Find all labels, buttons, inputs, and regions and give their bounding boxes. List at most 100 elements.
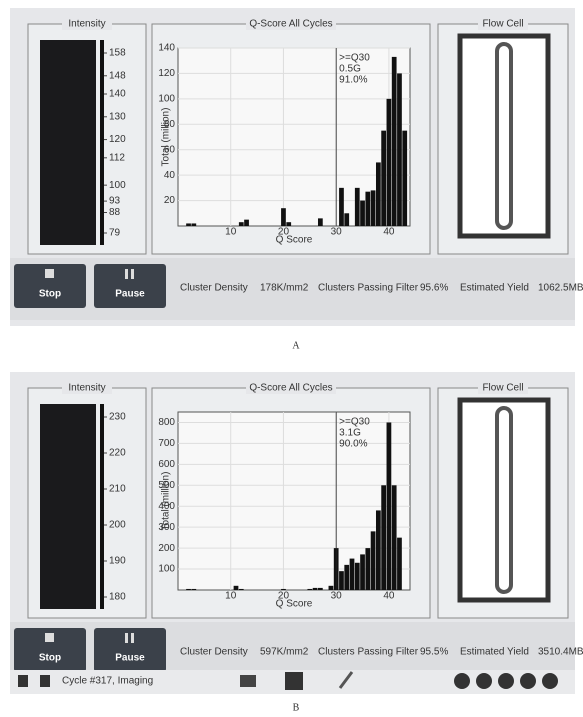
intensity-tick-label: 180	[109, 592, 126, 603]
intensity-tick-label: 100	[109, 180, 126, 191]
x-tick-label: 10	[225, 591, 237, 602]
x-tick-label: 10	[225, 227, 237, 238]
status-button[interactable]	[476, 673, 492, 689]
annotation: 0.5G	[339, 64, 361, 75]
title-bg	[62, 382, 112, 394]
y-tick-label: 40	[164, 170, 176, 181]
annotation: 3.1G	[339, 428, 361, 439]
stat-text: Cluster Density	[180, 647, 248, 658]
button-bg[interactable]	[94, 628, 166, 672]
annotation: 90.0%	[339, 439, 367, 450]
intensity-tick-label: 120	[109, 134, 126, 145]
y-tick-label: 200	[158, 543, 175, 554]
stop-icon	[45, 633, 54, 642]
histogram-bar	[339, 187, 344, 226]
histogram-bar	[317, 587, 323, 590]
pause-icon	[131, 633, 134, 643]
y-tick-label: 80	[164, 119, 176, 130]
histogram-bar	[186, 223, 191, 226]
y-tick-label: 100	[158, 93, 175, 104]
histogram-bar	[281, 588, 286, 590]
button-label[interactable]: Pause	[115, 653, 145, 664]
histogram-bar	[281, 208, 286, 226]
histogram-bar	[370, 531, 376, 590]
histogram-bar	[397, 73, 402, 226]
title-bg	[478, 382, 528, 394]
histogram-bar	[391, 485, 397, 590]
status-icon	[285, 672, 303, 690]
y-tick-label: 600	[158, 459, 175, 470]
button[interactable]: Pause	[94, 264, 166, 308]
button-bg[interactable]	[94, 264, 166, 308]
status-button[interactable]	[498, 673, 514, 689]
intensity-bar	[40, 404, 96, 609]
button-bg[interactable]	[14, 628, 86, 672]
flowcell-lane	[495, 42, 513, 230]
y-tick-label: 400	[158, 501, 175, 512]
pause-icon	[125, 269, 128, 279]
y-axis-label: Total (million)	[161, 472, 172, 531]
histogram-bar	[365, 548, 371, 590]
x-tick-label: 20	[278, 227, 290, 238]
histogram-bar	[375, 162, 381, 226]
histogram-bar	[244, 219, 249, 226]
status-button[interactable]	[520, 673, 536, 689]
y-tick-label: 140	[158, 43, 175, 54]
annotation: 91.0%	[339, 75, 367, 86]
intensity-tick-label: 190	[109, 556, 126, 567]
histogram-bar	[191, 223, 197, 226]
stat-text: Cluster Density	[180, 283, 248, 294]
histogram-bar	[328, 585, 334, 590]
histogram-bar	[238, 222, 244, 226]
intensity-tick-label: 130	[109, 111, 126, 122]
intensity-tick-label: 158	[109, 48, 126, 59]
histogram-bar	[381, 485, 387, 590]
button-label[interactable]: Pause	[115, 289, 145, 300]
histogram-bar	[386, 98, 392, 226]
panel-label: B	[293, 702, 300, 713]
button[interactable]: Stop	[14, 628, 86, 672]
annotation: >=Q30	[339, 417, 370, 428]
intensity-tick-label: 210	[109, 484, 126, 495]
button-bg[interactable]	[14, 264, 86, 308]
histogram-bar	[186, 588, 191, 590]
histogram-bar	[286, 222, 292, 226]
intensity-title: Intensity	[68, 383, 105, 394]
stat-text: 1062.5MB	[538, 283, 583, 294]
status-button[interactable]	[542, 673, 558, 689]
histogram-bar	[391, 56, 397, 227]
button-label[interactable]: Stop	[39, 653, 61, 664]
intensity-bar	[40, 40, 96, 245]
button[interactable]: Stop	[14, 264, 86, 308]
button-label[interactable]: Stop	[39, 289, 61, 300]
histogram-bar	[317, 218, 323, 226]
x-tick-label: 30	[331, 227, 343, 238]
x-axis-label: Q Score	[276, 235, 313, 246]
histogram-bar	[370, 190, 376, 226]
stat-text: Estimated Yield	[460, 283, 529, 294]
qscore-title: Q-Score All Cycles	[249, 19, 332, 30]
title-bg	[478, 18, 528, 30]
intensity-tick-label: 88	[109, 207, 121, 218]
y-tick-label: 700	[158, 438, 175, 449]
status-icon	[18, 675, 28, 687]
histogram-bar	[397, 537, 402, 590]
status-icon	[240, 675, 256, 687]
histogram-bar	[386, 422, 392, 590]
status-icon	[338, 671, 354, 689]
histogram-bar	[191, 588, 197, 590]
pause-icon	[131, 269, 134, 279]
intensity-scale	[100, 404, 104, 609]
histogram-bar	[233, 585, 239, 590]
x-tick-label: 20	[278, 591, 290, 602]
y-tick-label: 100	[158, 564, 175, 575]
button[interactable]: Pause	[94, 628, 166, 672]
qscore-title: Q-Score All Cycles	[249, 383, 332, 394]
y-tick-label: 20	[164, 195, 176, 206]
stat-text: 178K/mm2	[260, 283, 309, 294]
status-text: Cycle #317, Imaging	[62, 676, 153, 687]
flowcell-frame	[457, 33, 551, 239]
status-button[interactable]	[454, 673, 470, 689]
